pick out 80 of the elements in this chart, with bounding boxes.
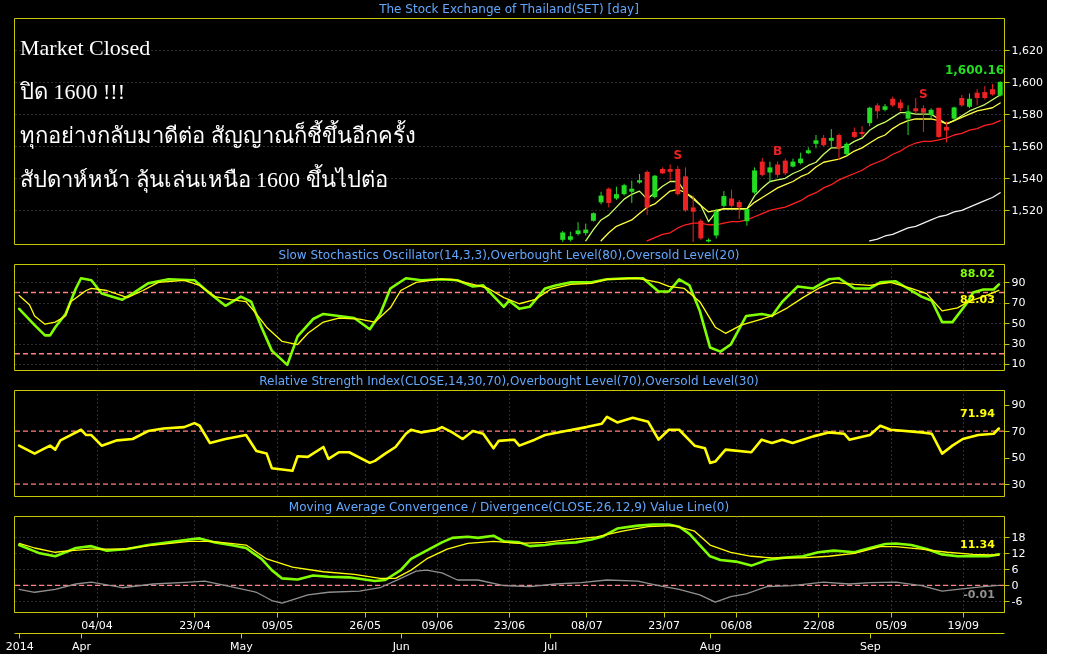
y-tick-label: 10 <box>1011 357 1026 371</box>
candlestick <box>974 88 980 106</box>
x-tick-label: 06/08 <box>720 618 753 632</box>
x-tick-label: 09/05 <box>261 618 294 632</box>
candlestick <box>698 218 704 241</box>
y-tick-label: 1,520 <box>1011 203 1043 217</box>
candlestick <box>928 107 934 120</box>
candlestick <box>813 134 819 149</box>
chart-title: Slow Stochastics Oscillator(14,3,3),Overbought Level(80),Oversold Level(20) <box>278 248 740 262</box>
candlestick <box>920 104 926 133</box>
y-tick-label: 1,600 <box>1011 75 1043 89</box>
x-tick-label: 09/06 <box>421 618 454 632</box>
text: B <box>773 143 783 158</box>
x2-tick-label: Sep <box>860 639 881 653</box>
candlestick <box>859 125 865 138</box>
line-series <box>17 415 1001 473</box>
y-tick-label: 90 <box>1011 398 1026 412</box>
x2-tick-label: May <box>230 639 254 653</box>
y-tick-label: 30 <box>1011 337 1026 350</box>
chart-title: The Stock Exchange of Thailand(SET) [day] <box>378 2 639 16</box>
candlestick <box>736 199 742 220</box>
y-tick-label: 1,620 <box>1011 43 1043 57</box>
x2-tick-label: 2014 <box>5 639 34 653</box>
line-series <box>646 119 1001 242</box>
text: S <box>673 147 683 162</box>
y-tick-label: 12 <box>1011 546 1026 560</box>
chart-title: Moving Average Convergence / Divergence(CLOSE,26,12,9) Value Line(0) <box>288 500 730 514</box>
x2-tick-label: Aug <box>699 639 722 653</box>
candlestick <box>905 104 911 136</box>
data-label: 88.02 <box>960 267 995 281</box>
line-series <box>18 569 1000 604</box>
y-tick-label: 1,540 <box>1011 171 1043 185</box>
candlestick <box>713 208 719 239</box>
candlestick <box>943 121 949 143</box>
x-tick-label: 19/09 <box>947 618 980 632</box>
data-label: 71.94 <box>960 406 996 420</box>
x-tick-label: 05/09 <box>875 618 907 632</box>
text: 1,600.16 <box>944 63 1005 78</box>
y-tick-label: 1,560 <box>1011 139 1043 153</box>
y-tick-label: -6 <box>1011 594 1023 608</box>
annotation: ปิด 1600 !!! <box>19 79 125 104</box>
candlestick <box>652 174 658 199</box>
y-tick-label: 30 <box>1011 477 1026 491</box>
x-tick-label: 08/07 <box>570 618 603 632</box>
y-tick-label: 50 <box>1011 316 1026 330</box>
y-tick-label: 0 <box>1011 578 1019 592</box>
x-tick-label: 04/04 <box>81 618 113 632</box>
x-tick-label: 22/08 <box>803 618 835 632</box>
y-tick-label: 1,580 <box>1011 107 1043 121</box>
line-series <box>18 277 1000 346</box>
x2-tick-label: Apr <box>72 639 92 653</box>
x-tick-label: 26/05 <box>349 618 381 632</box>
candlestick <box>690 195 696 243</box>
y-tick-label: 50 <box>1011 451 1026 465</box>
candlestick <box>767 161 773 183</box>
candlestick <box>606 187 612 208</box>
annotation: สัปดาห์หน้า ลุ้นเล่นเหนือ 1600 ขึ้นไปต่อ <box>20 164 388 193</box>
annotation: ทุกอย่างกลับมาดีต่อ สัญญาณก็ชี้ขึ้นอีกครั้ง <box>20 120 416 149</box>
x2-tick-label: Jul <box>543 639 558 653</box>
text: S <box>919 87 928 102</box>
annotation: Market Closed <box>20 35 151 60</box>
x-tick-label: 23/07 <box>648 618 681 632</box>
y-tick-label: 90 <box>1011 275 1026 289</box>
y-tick-label: 70 <box>1011 424 1026 438</box>
y-tick-label: 70 <box>1011 296 1026 310</box>
data-label: -0.01 <box>963 588 995 602</box>
chart-title: Relative Strength Index(CLOSE,14,30,70),Overbought Level(70),Oversold Level(30) <box>259 374 759 388</box>
candlestick <box>836 132 842 161</box>
candlestick <box>629 180 635 204</box>
data-label: 11.34 <box>960 538 996 552</box>
x-tick-label: 23/06 <box>493 618 526 632</box>
candlestick <box>867 106 873 127</box>
candlestick <box>752 166 758 195</box>
candlestick <box>575 221 581 236</box>
y-tick-label: 6 <box>1011 562 1019 576</box>
x-tick-label: 23/04 <box>179 618 211 632</box>
candlestick <box>759 157 765 177</box>
x2-tick-label: Jun <box>391 639 410 653</box>
y-tick-label: 18 <box>1011 530 1026 544</box>
line-series <box>869 192 1001 242</box>
